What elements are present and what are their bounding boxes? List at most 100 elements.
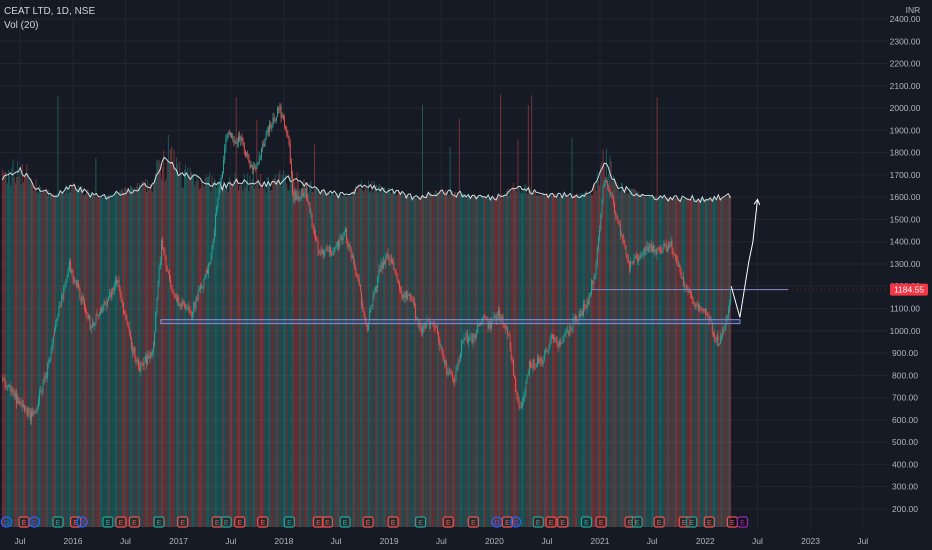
candle-body (208, 265, 210, 274)
volume-bar (508, 195, 510, 528)
earnings-marker[interactable] (234, 516, 246, 528)
earnings-marker[interactable] (220, 516, 232, 528)
candle-body (474, 334, 476, 338)
candle-body (437, 327, 438, 334)
support-channel[interactable] (160, 319, 741, 325)
earnings-marker[interactable] (115, 516, 127, 528)
earnings-marker[interactable] (153, 516, 165, 528)
earnings-marker[interactable] (177, 516, 189, 528)
earnings-marker[interactable] (257, 516, 269, 528)
candle-body (177, 297, 179, 300)
candle-body (683, 277, 685, 285)
earnings-marker[interactable] (211, 516, 223, 528)
volume-bar (227, 191, 229, 528)
volume-bar (661, 197, 663, 527)
earnings-marker[interactable] (283, 516, 295, 528)
candle-body (419, 322, 421, 329)
earnings-marker[interactable] (631, 516, 643, 528)
earnings-marker[interactable] (501, 516, 514, 528)
volume-bar (477, 197, 479, 527)
volume-bar (161, 179, 162, 528)
candle-body (163, 249, 165, 253)
volume-bar (94, 196, 96, 527)
event-marker-letter: E (418, 520, 423, 527)
candle-body (189, 311, 191, 314)
candle-body (657, 247, 659, 249)
volume-bar (328, 192, 330, 527)
candle-body (615, 210, 617, 216)
earnings-marker[interactable] (595, 516, 607, 528)
earnings-marker[interactable] (442, 516, 454, 528)
candle-body (57, 314, 59, 319)
volume-bar (172, 165, 174, 527)
time-tick-label: 2019 (380, 536, 399, 546)
price-tick-label: 800.00 (892, 370, 918, 380)
projection-path[interactable] (730, 199, 758, 318)
time-tick-label: 2016 (64, 536, 83, 546)
earnings-marker[interactable] (532, 516, 544, 528)
candle-body (635, 256, 637, 258)
earnings-marker[interactable] (102, 516, 114, 528)
earnings-marker[interactable] (414, 516, 427, 528)
candle-body (350, 248, 352, 259)
event-marker-letter: E (366, 520, 371, 527)
volume-bar (169, 162, 170, 528)
earnings-marker[interactable] (653, 516, 665, 528)
candle-body (92, 323, 93, 326)
volume-bar (299, 188, 300, 527)
earnings-marker[interactable] (52, 516, 64, 528)
candle-body (83, 301, 85, 310)
earnings-marker[interactable] (321, 516, 334, 528)
dividend-marker[interactable] (0, 516, 12, 528)
candle-body (625, 246, 627, 255)
volume-bar (37, 192, 39, 527)
earnings-marker[interactable] (557, 516, 569, 528)
dividend-marker[interactable] (76, 516, 88, 528)
candle-body (234, 141, 236, 143)
volume-bar (396, 194, 398, 527)
earnings-marker[interactable] (387, 516, 399, 528)
volume-bar (330, 195, 331, 527)
volume-bar (142, 180, 144, 527)
candle-body (332, 253, 334, 256)
volume-bar (461, 195, 462, 528)
candle-body (11, 389, 13, 392)
volume-bar (125, 187, 127, 527)
symbol-title[interactable]: CEAT LTD, 1D, NSE (4, 6, 96, 17)
volume-bar (277, 183, 278, 528)
volume-bar (496, 197, 498, 528)
dividend-marker[interactable] (28, 516, 40, 528)
volume-bar (332, 192, 334, 528)
earnings-marker[interactable] (467, 516, 479, 528)
earnings-marker[interactable] (312, 516, 325, 528)
candle-body (366, 324, 368, 331)
volume-bar (98, 197, 100, 527)
volume-bar (258, 188, 260, 527)
volume-bar (51, 195, 53, 527)
earnings-marker[interactable] (128, 516, 141, 528)
candle-body (640, 254, 642, 258)
volume-bar (133, 187, 135, 527)
price-tick-label: 1400.00 (890, 237, 921, 247)
earnings-marker[interactable] (686, 516, 698, 528)
earnings-marker[interactable] (362, 516, 374, 528)
candle-body (535, 364, 537, 367)
earnings-marker[interactable] (339, 516, 351, 528)
candle-body (98, 313, 100, 317)
volume-bar (665, 197, 667, 527)
earnings-marker[interactable] (703, 516, 715, 528)
candle-body (550, 335, 552, 340)
volume-bar (111, 195, 113, 527)
earnings-marker[interactable] (580, 516, 593, 528)
event-marker-letter: E (119, 520, 124, 527)
candle-body (231, 132, 233, 138)
earnings-marker[interactable] (545, 516, 557, 528)
volume-bar (204, 177, 206, 527)
dividend-marker[interactable] (510, 516, 522, 528)
volume-study-label[interactable]: Vol (20) (4, 20, 39, 31)
volume-bar (571, 137, 573, 527)
volume-bar (286, 183, 288, 527)
earnings-marker[interactable] (736, 516, 749, 528)
